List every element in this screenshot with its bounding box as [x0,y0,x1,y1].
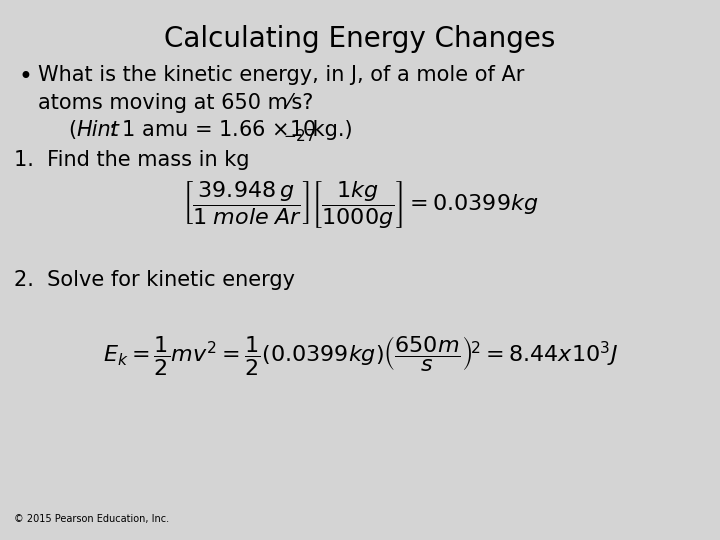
Text: $E_k = \dfrac{1}{2}mv^2 = \dfrac{1}{2}(0.0399kg)\left(\dfrac{650m}{s}\right)^{\!: $E_k = \dfrac{1}{2}mv^2 = \dfrac{1}{2}(0… [102,334,618,376]
Text: : 1 amu = 1.66 $\times$10: : 1 amu = 1.66 $\times$10 [108,120,317,140]
Text: 1.  Find the mass in kg: 1. Find the mass in kg [14,150,250,170]
Text: kg.): kg.) [306,120,353,140]
Text: Hint: Hint [76,120,119,140]
Text: 2.  Solve for kinetic energy: 2. Solve for kinetic energy [14,270,295,290]
Text: © 2015 Pearson Education, Inc.: © 2015 Pearson Education, Inc. [14,514,169,524]
Text: (: ( [68,120,76,140]
Text: $-27$: $-27$ [283,128,316,144]
Text: Calculating Energy Changes: Calculating Energy Changes [164,25,556,53]
Text: $\left[\dfrac{39.948\, g}{1\; \mathit{mole\; Ar}}\right]\left[\dfrac{1kg}{1000g}: $\left[\dfrac{39.948\, g}{1\; \mathit{mo… [182,179,538,231]
Text: atoms moving at 650 m⁄s?: atoms moving at 650 m⁄s? [38,93,313,113]
Text: What is the kinetic energy, in J, of a mole of Ar: What is the kinetic energy, in J, of a m… [38,65,524,85]
Text: •: • [18,65,32,89]
